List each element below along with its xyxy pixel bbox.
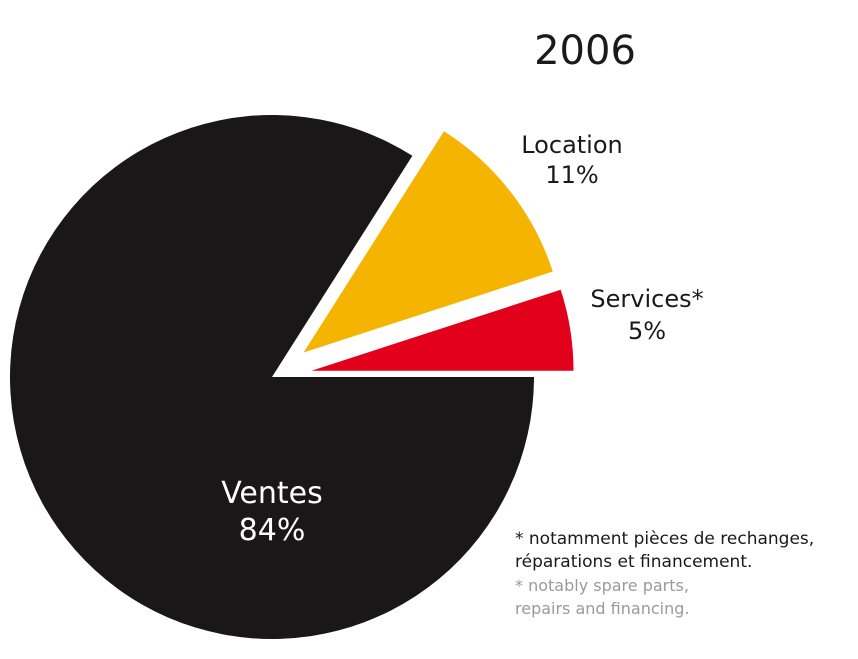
chart-title: 2006 (534, 28, 636, 74)
slice-label-services: Services* (590, 285, 703, 313)
footnote-fr-line-2: réparations et financement. (515, 552, 753, 572)
slice-value-location: 11% (545, 161, 598, 189)
footnote-en-line-2: repairs and financing. (515, 599, 690, 618)
footnote-fr-line-1: * notamment pièces de rechanges, (515, 529, 815, 549)
pie-slice-services (311, 289, 574, 371)
pie-slice-ventes (10, 115, 535, 640)
pie-slices (10, 115, 574, 640)
pie-slice-labels: Ventes 84% Location 11% Services* 5% (221, 131, 703, 548)
footnote-en-line-1: * notably spare parts, (515, 576, 689, 595)
slice-value-ventes: 84% (239, 513, 306, 548)
slice-value-services: 5% (628, 317, 666, 345)
pie-slice-location (303, 131, 553, 353)
slice-label-ventes: Ventes (221, 476, 323, 511)
footnote: * notamment pièces de rechanges, réparat… (515, 528, 858, 620)
slice-label-location: Location (521, 131, 623, 159)
